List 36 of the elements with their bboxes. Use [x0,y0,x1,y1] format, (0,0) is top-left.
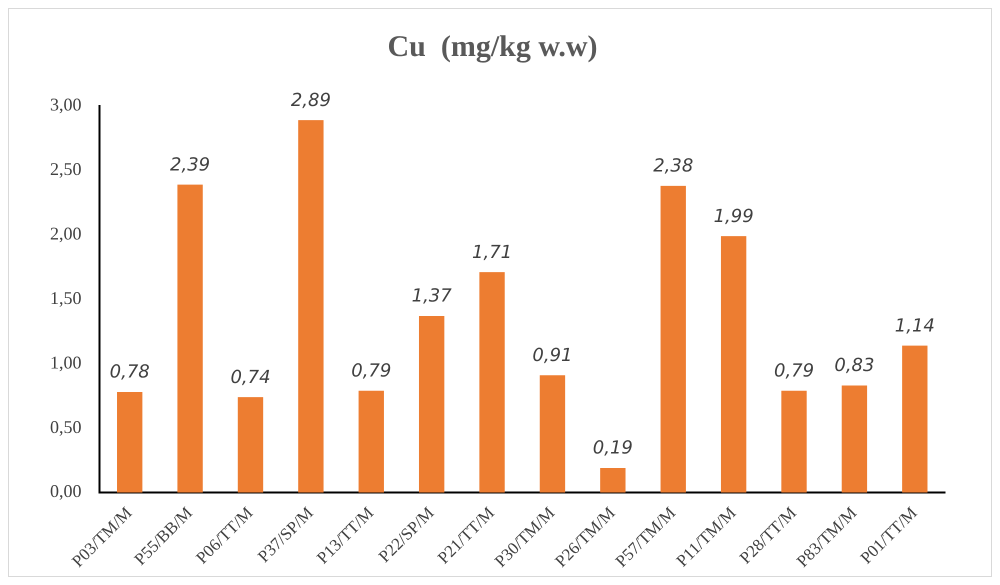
data-label: 1,14 [894,315,935,336]
data-label: 2,39 [170,154,210,176]
data-label: 2,89 [290,90,331,111]
data-label: 2,38 [653,156,694,177]
bar [600,468,626,492]
y-tick-label: 2,00 [50,224,82,244]
bar [842,386,868,492]
data-label: 0,79 [351,360,392,382]
bar [177,184,203,492]
bar [479,272,505,492]
bar [418,316,444,492]
y-tick-label: 0,00 [50,481,82,502]
chart-title: Cu (mg/kg w.w) [387,30,598,63]
data-label: 0,19 [592,438,633,459]
y-tick-label: 3,00 [50,94,82,115]
bar [117,392,142,492]
bar [540,375,566,492]
data-label: 1,37 [412,286,452,307]
bar [238,397,264,492]
y-tick-label: 0,50 [50,416,82,437]
bar [660,186,686,492]
y-tick-label: 1,00 [50,352,82,372]
bar [720,236,746,492]
data-label: 0,78 [110,362,150,383]
data-label: 0,83 [834,355,874,376]
data-label: 1,99 [714,206,754,227]
data-label: 0,79 [774,360,814,382]
y-tick-label: 1,50 [50,288,82,308]
bar [781,390,807,492]
bar [298,120,324,492]
y-tick-label: 2,50 [50,159,82,180]
bar [358,390,384,492]
bar [902,346,928,492]
data-label: 0,91 [532,344,572,366]
data-label: 0,74 [230,366,271,388]
data-label: 1,71 [472,242,512,263]
